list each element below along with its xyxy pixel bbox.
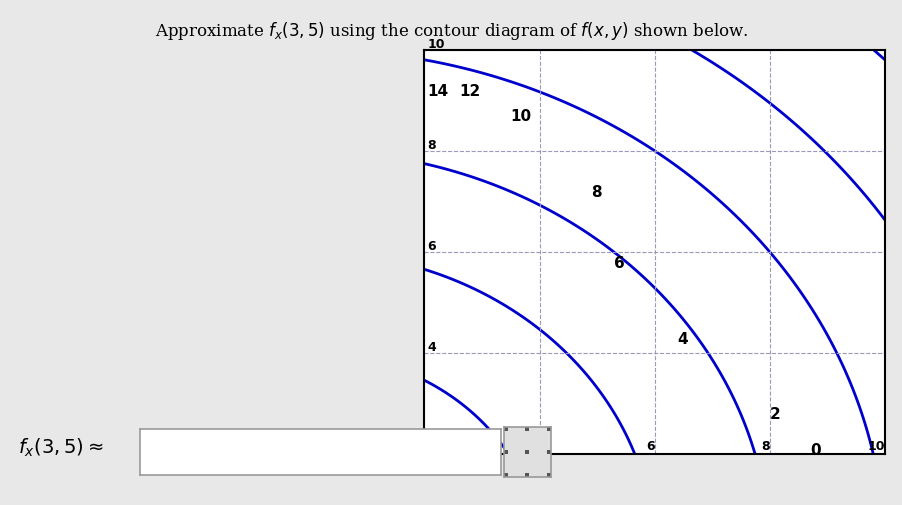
Text: 6: 6 [427, 239, 436, 252]
Text: 12: 12 [458, 83, 480, 98]
Text: 4: 4 [676, 331, 687, 346]
Text: 4: 4 [530, 439, 539, 452]
Text: 0: 0 [809, 442, 820, 457]
Text: $f_x(3, 5) \approx$: $f_x(3, 5) \approx$ [18, 436, 104, 458]
Text: 6: 6 [613, 255, 624, 270]
Text: 10: 10 [511, 109, 531, 124]
Text: 8: 8 [591, 184, 602, 199]
Text: 10: 10 [427, 37, 445, 50]
Text: x=2: x=2 [397, 439, 424, 452]
Text: y=2: y=2 [427, 441, 455, 454]
Text: 4: 4 [427, 340, 436, 353]
Text: 14: 14 [427, 83, 448, 98]
Text: 10: 10 [867, 439, 884, 452]
Text: 8: 8 [427, 138, 436, 152]
Text: Approximate $f_x(3, 5)$ using the contour diagram of $f(x, y)$ shown below.: Approximate $f_x(3, 5)$ using the contou… [154, 20, 748, 42]
Text: 8: 8 [760, 439, 769, 452]
Text: 2: 2 [769, 407, 779, 422]
Text: 6: 6 [645, 439, 654, 452]
